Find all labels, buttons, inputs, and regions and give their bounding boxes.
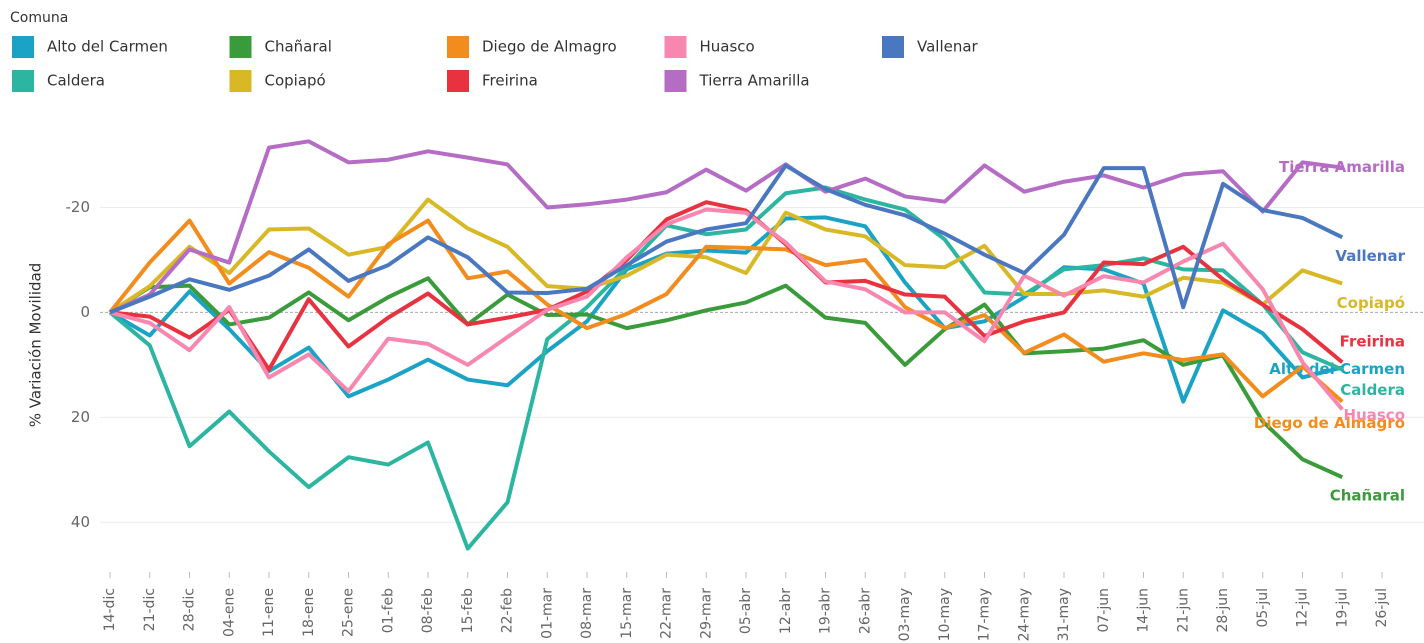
series-line — [108, 218, 1344, 404]
legend-swatch — [12, 70, 34, 92]
legend-swatch — [229, 36, 252, 58]
x-tick-label: 14-jun — [1136, 588, 1152, 633]
legend-swatch — [229, 70, 252, 92]
series-line — [109, 200, 1344, 372]
end-label: Huasco — [1344, 406, 1405, 424]
legend-label: Vallenar — [917, 38, 979, 56]
x-tick-label: 18-ene — [301, 588, 317, 637]
series-line — [108, 276, 1344, 479]
series-line — [109, 139, 1343, 315]
legend-label: Diego de Almagro — [482, 38, 617, 56]
legend-label: Chañaral — [265, 38, 332, 56]
x-tick-label: 15-feb — [460, 588, 476, 633]
legend-title: Comuna — [10, 10, 68, 26]
x-tick-label: 17-may — [977, 588, 993, 641]
x-tick-label: 05-abr — [738, 588, 754, 634]
end-label: Copiapó — [1337, 294, 1405, 312]
x-tick-label: 21-jun — [1175, 588, 1191, 633]
series-line — [108, 215, 1343, 404]
x-tick-label: 19-abr — [818, 588, 834, 634]
x-tick-label: 25-ene — [341, 588, 357, 637]
x-tick-label: 15-mar — [619, 588, 635, 639]
series-line — [108, 185, 1344, 551]
x-tick-label: 08-mar — [579, 588, 595, 639]
end-label: Freirina — [1340, 333, 1405, 351]
x-tick-label: 07-jun — [1096, 588, 1112, 633]
y-tick-label: 0 — [80, 303, 90, 321]
x-tick-label: 28-dic — [182, 588, 198, 631]
x-tick-label: 29-mar — [698, 588, 714, 639]
y-tick-label: -20 — [66, 198, 91, 216]
legend-swatch — [447, 70, 469, 92]
legend-swatch — [447, 36, 469, 58]
legend-swatch — [12, 36, 34, 58]
x-tick-label: 12-abr — [778, 588, 794, 634]
y-axis-label: % Variación Movilidad — [27, 263, 45, 427]
series-line — [109, 163, 1344, 315]
end-label: Caldera — [1340, 381, 1405, 399]
y-tick-label: 20 — [71, 408, 90, 426]
legend-swatch — [664, 36, 687, 58]
legend-label: Tierra Amarilla — [699, 72, 810, 90]
x-tick-label: 05-jul — [1255, 588, 1271, 628]
x-tick-label: 22-feb — [500, 588, 516, 633]
x-tick-label: 10-may — [937, 588, 953, 641]
end-label: Vallenar — [1335, 247, 1405, 265]
y-tick-label: 40 — [71, 513, 90, 531]
x-tick-label: 28-jun — [1215, 588, 1231, 633]
x-tick-label: 26-abr — [857, 588, 873, 634]
x-tick-label: 01-feb — [380, 588, 396, 633]
end-label: Chañaral — [1330, 487, 1405, 505]
series-line — [109, 207, 1344, 411]
legend-label: Alto del Carmen — [47, 38, 168, 56]
x-tick-label: 19-jul — [1334, 588, 1350, 628]
legend-label: Caldera — [47, 72, 105, 90]
legend-label: Freirina — [482, 72, 538, 90]
x-tick-label: 14-dic — [102, 588, 118, 631]
x-tick-label: 11-ene — [261, 588, 277, 637]
x-tick-label: 24-may — [1016, 588, 1032, 641]
legend-label: Copiapó — [265, 72, 326, 90]
x-tick-label: 31-may — [1056, 588, 1072, 641]
legend-swatch — [664, 70, 687, 92]
legend-swatch — [882, 36, 904, 58]
series-line — [108, 197, 1343, 315]
x-tick-label: 01-mar — [539, 588, 555, 639]
x-tick-label: 21-dic — [142, 588, 158, 631]
legend-label: Huasco — [700, 38, 755, 56]
x-tick-label: 03-may — [897, 588, 913, 641]
x-tick-label: 26-jul — [1374, 588, 1390, 628]
end-label: Tierra Amarilla — [1279, 158, 1405, 176]
x-tick-label: 22-mar — [659, 588, 675, 639]
x-tick-label: 12-jul — [1295, 588, 1311, 628]
x-tick-label: 04-ene — [221, 588, 237, 637]
end-label: Diego de Almagro — [1254, 414, 1405, 432]
x-tick-label: 08-feb — [420, 588, 436, 633]
